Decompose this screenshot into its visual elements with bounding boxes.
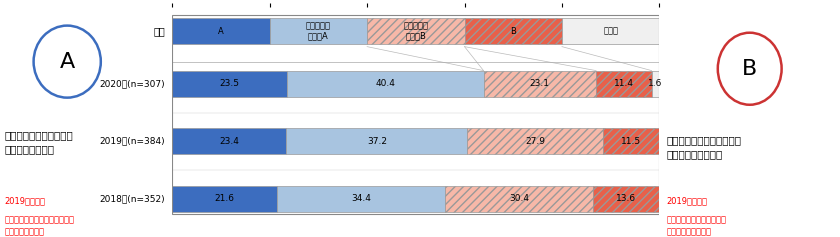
Text: どちらかと
いうとA: どちらかと いうとA [306,21,331,41]
Bar [562,18,659,44]
Text: 1.6: 1.6 [648,79,663,88]
Bar [172,128,286,155]
Text: いろいろな部門を経験し、
仕事の幅を広げたい: いろいろな部門を経験し、 仕事の幅を広げたい [666,216,726,237]
Bar [172,71,286,97]
Bar [445,186,593,212]
Text: 一つの部門の仕事を長く続けて
専門性を磨きたい: 一つの部門の仕事を長く続けて 専門性を磨きたい [4,216,74,237]
Text: 23.1: 23.1 [530,79,550,88]
Bar [367,18,465,44]
Text: 2019年(n=384): 2019年(n=384) [99,137,165,146]
Bar [596,71,652,97]
Text: 21.6: 21.6 [215,194,235,203]
Text: 34.4: 34.4 [351,194,371,203]
Bar [172,18,270,44]
Bar [652,71,659,97]
Text: 37.2: 37.2 [367,137,387,146]
Text: いろいろな業務を経験し、
仕事の幅を広げたい: いろいろな業務を経験し、 仕事の幅を広げたい [666,135,741,159]
Text: 凡例: 凡例 [153,26,165,36]
Bar [467,128,603,155]
Bar [286,71,484,97]
Text: 無回答: 無回答 [603,27,618,36]
Text: 2018年(n=352): 2018年(n=352) [99,194,165,203]
Text: 2019年以前：: 2019年以前： [666,197,707,206]
Text: 23.4: 23.4 [219,137,239,146]
Bar [172,186,277,212]
Text: 一つの仕事を長く続けて
専門性を磨きたい: 一つの仕事を長く続けて 専門性を磨きたい [4,130,73,154]
Text: 11.5: 11.5 [622,137,642,146]
Bar [484,71,596,97]
Text: A: A [218,27,223,36]
Text: 11.4: 11.4 [614,79,634,88]
Bar [593,186,659,212]
Text: 2020年(n=307): 2020年(n=307) [99,79,165,88]
Text: 40.4: 40.4 [375,79,395,88]
Text: A: A [60,52,75,72]
Text: B: B [511,27,516,36]
Text: どちらかと
いうとB: どちらかと いうとB [403,21,428,41]
Bar [603,128,659,155]
Bar [270,18,367,44]
Bar [277,186,445,212]
Text: B: B [742,59,758,79]
Text: 23.5: 23.5 [219,79,239,88]
Bar [465,18,562,44]
Bar [286,128,467,155]
Text: 2019年以前：: 2019年以前： [4,197,45,206]
Text: 30.4: 30.4 [509,194,529,203]
Text: 27.9: 27.9 [525,137,545,146]
Text: 13.6: 13.6 [617,194,637,203]
